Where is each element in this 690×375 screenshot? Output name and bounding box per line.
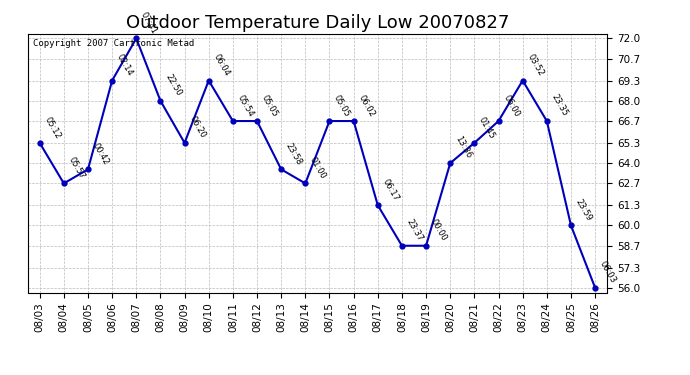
Text: 23:37: 23:37 [405, 217, 424, 243]
Text: 00:42: 00:42 [91, 141, 110, 166]
Text: 06:04: 06:04 [212, 53, 231, 78]
Text: 05:05: 05:05 [333, 93, 352, 118]
Text: Copyright 2007 Cartronic Metad: Copyright 2007 Cartronic Metad [33, 39, 195, 48]
Text: 06:03: 06:03 [598, 260, 618, 285]
Text: 23:59: 23:59 [574, 198, 593, 223]
Title: Outdoor Temperature Daily Low 20070827: Outdoor Temperature Daily Low 20070827 [126, 14, 509, 32]
Text: 05:54: 05:54 [236, 93, 255, 118]
Text: 05:05: 05:05 [260, 93, 279, 118]
Text: 23:58: 23:58 [284, 141, 304, 166]
Text: 13:36: 13:36 [453, 135, 473, 160]
Text: 22:50: 22:50 [164, 73, 183, 98]
Text: 06:00: 06:00 [502, 93, 521, 118]
Text: 03:52: 03:52 [526, 53, 545, 78]
Text: 00:00: 00:00 [429, 218, 448, 243]
Text: 02:14: 02:14 [115, 53, 135, 78]
Text: 06:02: 06:02 [357, 93, 376, 118]
Text: 05:57: 05:57 [67, 155, 86, 181]
Text: 01:00: 01:00 [308, 156, 328, 181]
Text: 05:12: 05:12 [43, 115, 62, 140]
Text: 06:17: 06:17 [381, 177, 400, 203]
Text: 06:20: 06:20 [188, 115, 207, 140]
Text: 01:45: 01:45 [477, 115, 497, 140]
Text: 07:41: 07:41 [139, 10, 159, 36]
Text: 23:35: 23:35 [550, 93, 569, 118]
